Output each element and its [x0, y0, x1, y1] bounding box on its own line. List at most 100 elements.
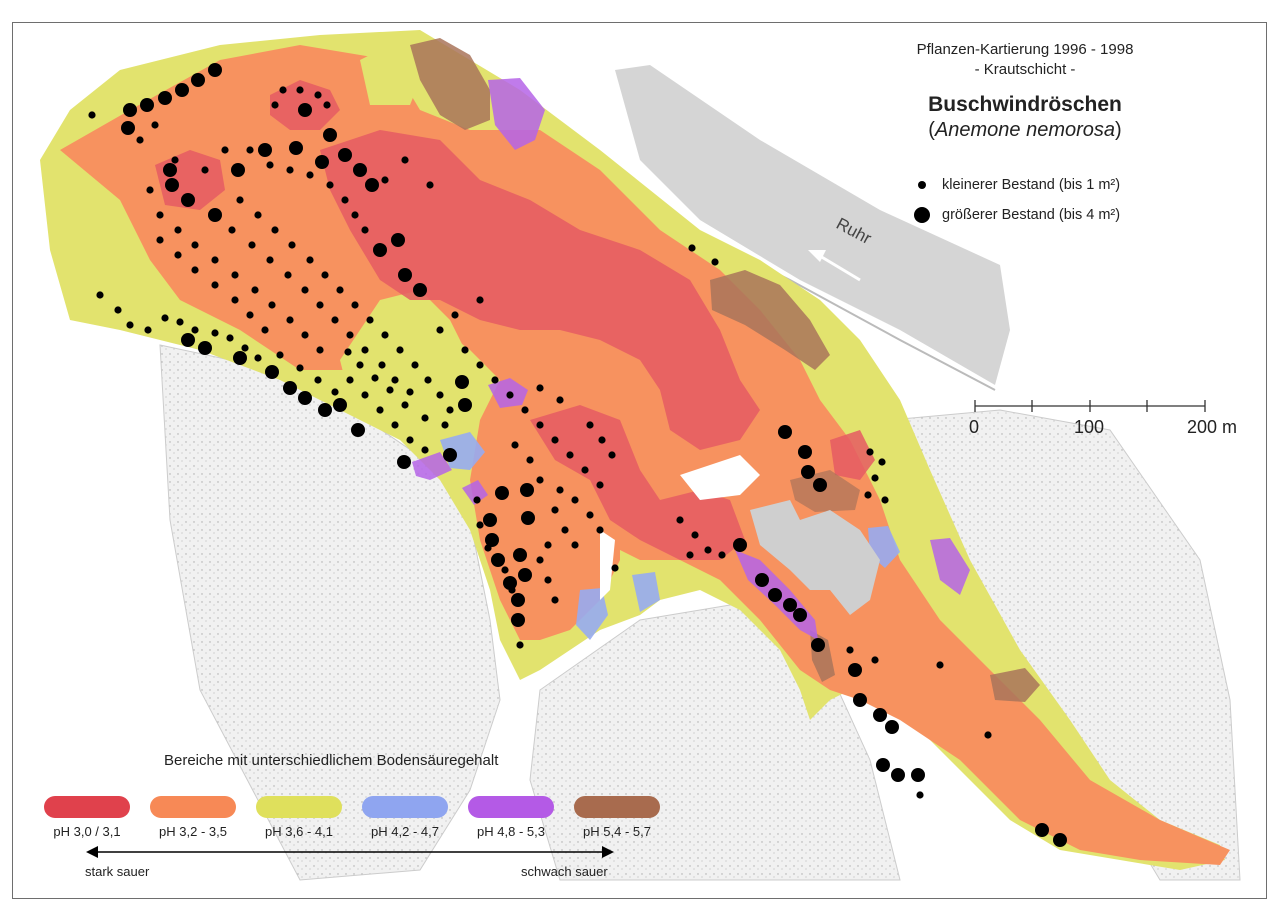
point-large [265, 365, 279, 379]
point-small [231, 271, 239, 279]
point-small [401, 401, 409, 409]
point-large [455, 375, 469, 389]
point-small [191, 241, 199, 249]
ph-legend-title: Bereiche mit unterschiedlichem Bodensäur… [164, 752, 499, 769]
point-large [520, 483, 534, 497]
point-large [231, 163, 245, 177]
point-small [174, 226, 182, 234]
point-small [366, 316, 374, 324]
point-small [556, 396, 564, 404]
latin-close-paren: ) [1115, 119, 1122, 141]
point-large [323, 128, 337, 142]
point-large [513, 548, 527, 562]
ph-label-3: pH 4,2 - 4,7 [371, 824, 439, 839]
ph-class-0: pH 3,0 / 3,1 [42, 796, 132, 839]
point-small [288, 241, 296, 249]
ph-swatch-3 [362, 796, 448, 818]
small-dot-label: kleinerer Bestand (bis 1 m²) [942, 177, 1121, 193]
point-small [936, 661, 944, 669]
area-ph-3-0-3-1-east [830, 430, 875, 480]
point-large [413, 283, 427, 297]
point-small [864, 491, 872, 499]
point-small [326, 181, 334, 189]
point-small [878, 458, 886, 466]
point-small [566, 451, 574, 459]
river-ruhr [615, 65, 1010, 385]
point-small [331, 388, 339, 396]
point-small [556, 486, 564, 494]
point-large [315, 155, 329, 169]
point-small [396, 346, 404, 354]
point-small [421, 446, 429, 454]
point-small [286, 166, 294, 174]
point-large [121, 121, 135, 135]
point-legend-small: kleinerer Bestand (bis 1 m²) [912, 170, 1120, 200]
point-large [783, 598, 797, 612]
ph-label-5: pH 5,4 - 5,7 [583, 824, 651, 839]
point-small [536, 384, 544, 392]
ph-swatch-2 [256, 796, 342, 818]
point-small [476, 296, 484, 304]
point-small [323, 101, 331, 109]
point-large [351, 423, 365, 437]
point-small [136, 136, 144, 144]
point-small [176, 318, 184, 326]
point-small [266, 161, 274, 169]
point-large [873, 708, 887, 722]
point-small [511, 441, 519, 449]
small-dot-icon [918, 181, 926, 189]
point-large [181, 333, 195, 347]
point-large [518, 568, 532, 582]
area-ph-3-2-3-5-main [60, 45, 1230, 865]
point-small [261, 326, 269, 334]
point-small [191, 326, 199, 334]
point-small [114, 306, 122, 314]
acidity-arrow [86, 846, 614, 858]
map-title: Pflanzen-Kartierung 1996 - 1998 [916, 41, 1134, 58]
point-small [351, 301, 359, 309]
point-small [536, 476, 544, 484]
point-large [801, 465, 815, 479]
point-small [246, 311, 254, 319]
point-small [718, 551, 726, 559]
scale-label-0: 0 [969, 417, 980, 437]
point-large [298, 391, 312, 405]
point-small [686, 551, 694, 559]
point-large [495, 486, 509, 500]
building-complex [750, 500, 880, 615]
point-small [276, 351, 284, 359]
area-ph-5-4-5-7-riverbank [710, 270, 830, 370]
point-small [461, 346, 469, 354]
ph-class-1: pH 3,2 - 3,5 [148, 796, 238, 839]
point-small [436, 326, 444, 334]
point-small [146, 186, 154, 194]
point-small [984, 731, 992, 739]
point-large [511, 593, 525, 607]
point-small [711, 258, 719, 266]
point-large [503, 576, 517, 590]
point-small [171, 156, 179, 164]
point-large [458, 398, 472, 412]
point-large [373, 243, 387, 257]
point-small [596, 481, 604, 489]
point-small [451, 311, 459, 319]
point-small [381, 331, 389, 339]
area-ph-4-2-4-7-south-a [576, 588, 608, 640]
area-ph-5-4-5-7-north [410, 38, 490, 130]
point-large [848, 663, 862, 677]
point-large [778, 425, 792, 439]
point-small [371, 374, 379, 382]
area-ph-5-4-5-7-south [990, 668, 1040, 702]
ph-class-3: pH 4,2 - 4,7 [360, 796, 450, 839]
point-large [258, 143, 272, 157]
point-small [611, 564, 619, 572]
point-small [221, 146, 229, 154]
point-small [871, 474, 879, 482]
point-small [351, 211, 359, 219]
point-small [571, 541, 579, 549]
point-large [491, 553, 505, 567]
point-small [846, 646, 854, 654]
point-large [793, 608, 807, 622]
point-small [386, 386, 394, 394]
point-large [391, 233, 405, 247]
